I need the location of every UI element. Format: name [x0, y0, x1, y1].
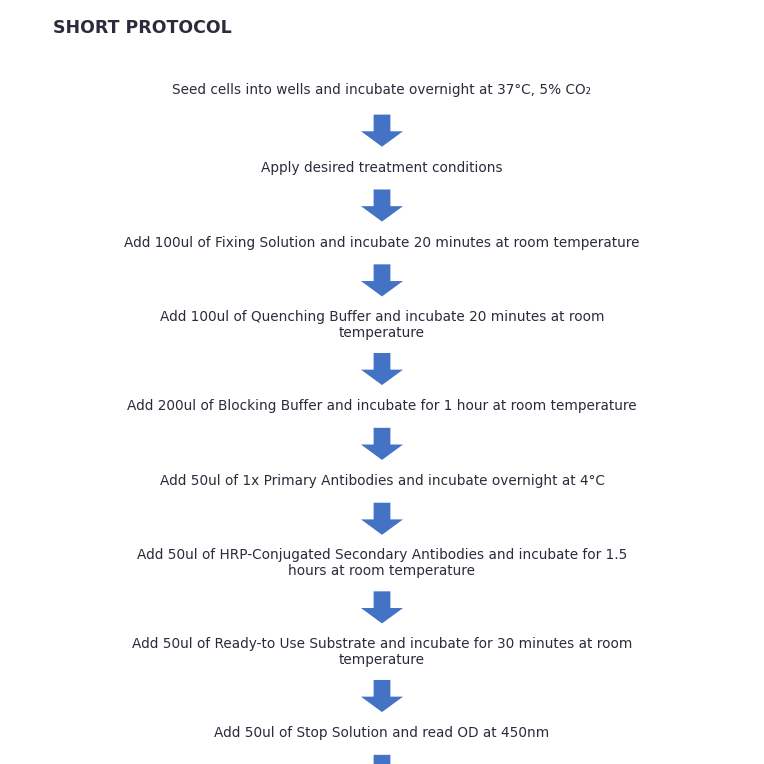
- Text: SHORT PROTOCOL: SHORT PROTOCOL: [53, 19, 232, 37]
- Polygon shape: [361, 264, 403, 296]
- Polygon shape: [361, 755, 403, 764]
- Polygon shape: [361, 503, 403, 535]
- Text: Add 50ul of HRP-Conjugated Secondary Antibodies and incubate for 1.5
hours at ro: Add 50ul of HRP-Conjugated Secondary Ant…: [137, 548, 627, 578]
- Text: Add 50ul of Ready-to Use Substrate and incubate for 30 minutes at room
temperatu: Add 50ul of Ready-to Use Substrate and i…: [132, 636, 632, 667]
- Polygon shape: [361, 353, 403, 385]
- Polygon shape: [361, 680, 403, 712]
- Text: Add 50ul of 1x Primary Antibodies and incubate overnight at 4°C: Add 50ul of 1x Primary Antibodies and in…: [160, 474, 604, 488]
- Polygon shape: [361, 428, 403, 460]
- Text: Add 200ul of Blocking Buffer and incubate for 1 hour at room temperature: Add 200ul of Blocking Buffer and incubat…: [127, 400, 637, 413]
- Text: Add 100ul of Fixing Solution and incubate 20 minutes at room temperature: Add 100ul of Fixing Solution and incubat…: [125, 236, 639, 250]
- Polygon shape: [361, 115, 403, 147]
- Text: Seed cells into wells and incubate overnight at 37°C, 5% CO₂: Seed cells into wells and incubate overn…: [173, 83, 591, 97]
- Polygon shape: [361, 189, 403, 222]
- Text: Apply desired treatment conditions: Apply desired treatment conditions: [261, 161, 503, 175]
- Text: Add 100ul of Quenching Buffer and incubate 20 minutes at room
temperature: Add 100ul of Quenching Buffer and incuba…: [160, 309, 604, 340]
- Polygon shape: [361, 591, 403, 623]
- Text: Add 50ul of Stop Solution and read OD at 450nm: Add 50ul of Stop Solution and read OD at…: [215, 727, 549, 740]
